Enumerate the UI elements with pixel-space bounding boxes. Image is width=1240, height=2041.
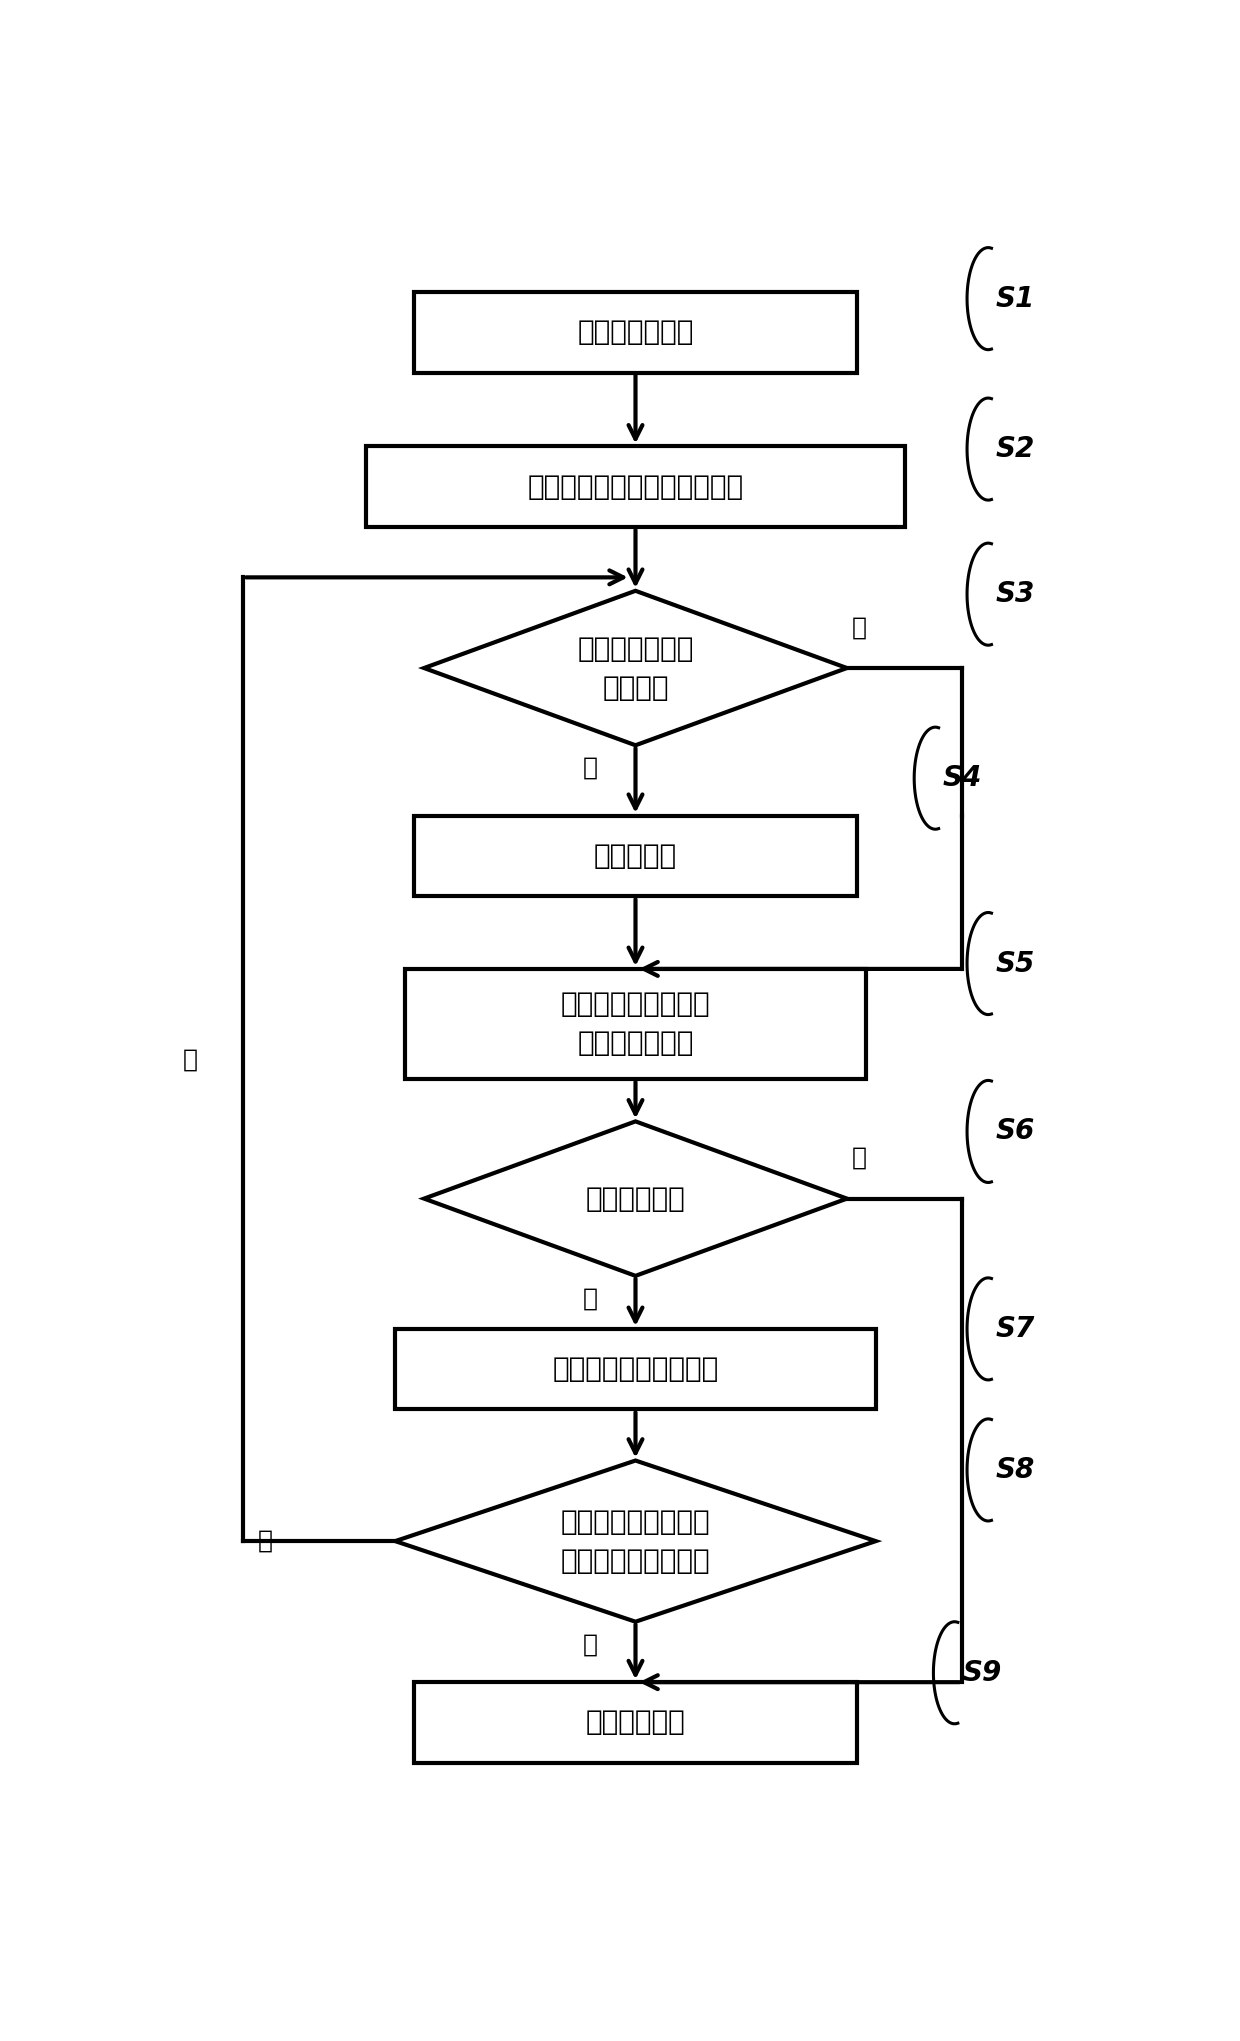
FancyBboxPatch shape <box>396 1329 875 1410</box>
Text: 输出补偿方案: 输出补偿方案 <box>585 1708 686 1737</box>
Polygon shape <box>424 590 847 745</box>
Text: S1: S1 <box>996 284 1035 312</box>
Text: 是: 是 <box>583 1286 598 1310</box>
Text: 获取配电网信息: 获取配电网信息 <box>578 318 693 347</box>
Text: 是: 是 <box>258 1529 273 1553</box>
Polygon shape <box>396 1461 875 1623</box>
Text: S2: S2 <box>996 435 1035 463</box>
Text: 划分局部树: 划分局部树 <box>594 843 677 869</box>
FancyBboxPatch shape <box>404 969 866 1080</box>
FancyBboxPatch shape <box>367 447 905 527</box>
Text: 对于新划分的局部树
分别确定补偿点: 对于新划分的局部树 分别确定补偿点 <box>560 990 711 1057</box>
FancyBboxPatch shape <box>414 292 857 374</box>
Polygon shape <box>424 1121 847 1276</box>
Text: 局部树是否需要
再次划分: 局部树是否需要 再次划分 <box>578 635 693 702</box>
Text: 当前投资效益比是否
大于最大投资效益比: 当前投资效益比是否 大于最大投资效益比 <box>560 1508 711 1574</box>
Text: 局部树再优化: 局部树再优化 <box>585 1184 686 1212</box>
Text: 计算并联电容器初始补偿方案: 计算并联电容器初始补偿方案 <box>527 474 744 500</box>
Text: S4: S4 <box>944 763 982 792</box>
Text: 否: 否 <box>583 1633 598 1657</box>
Text: 是: 是 <box>583 755 598 780</box>
Text: S5: S5 <box>996 949 1035 978</box>
Text: S6: S6 <box>996 1116 1035 1145</box>
Text: S9: S9 <box>962 1659 1002 1686</box>
FancyBboxPatch shape <box>414 816 857 896</box>
Text: S8: S8 <box>996 1455 1035 1484</box>
Text: 进一步优化计算补偿点: 进一步优化计算补偿点 <box>552 1355 719 1384</box>
FancyBboxPatch shape <box>414 1682 857 1763</box>
Text: 否: 否 <box>852 616 867 639</box>
Text: S3: S3 <box>996 580 1035 608</box>
Text: 是: 是 <box>184 1047 198 1072</box>
Text: S7: S7 <box>996 1314 1035 1343</box>
Text: 否: 否 <box>852 1147 867 1169</box>
